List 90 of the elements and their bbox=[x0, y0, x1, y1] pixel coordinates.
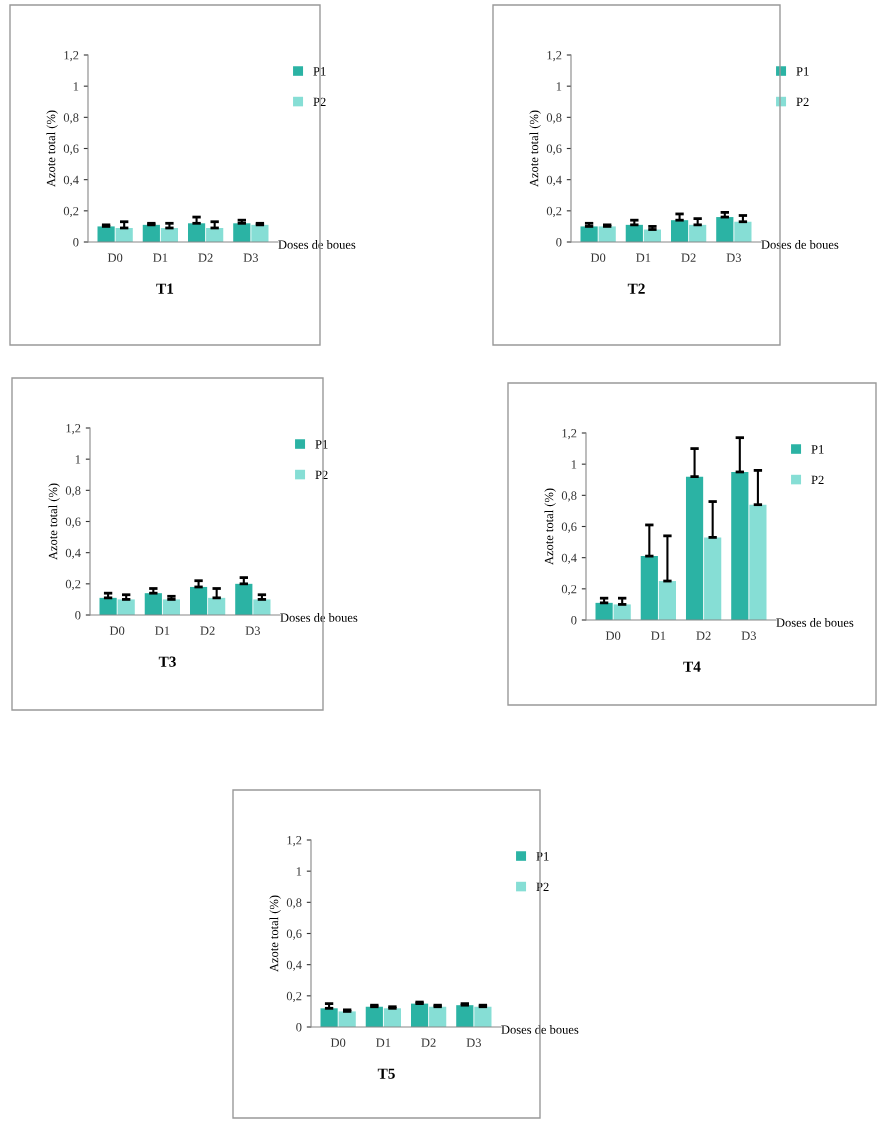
x-tick-label: D3 bbox=[466, 1038, 482, 1047]
y-tick-label: 1 bbox=[296, 867, 302, 876]
legend-label: P1 bbox=[313, 67, 326, 76]
text: T4 bbox=[683, 661, 701, 672]
y-tick-label: 0,6 bbox=[65, 517, 81, 528]
y-tick-label: 1 bbox=[556, 82, 562, 91]
x-tick-label: D2 bbox=[681, 253, 696, 262]
y-tick-label: 1,2 bbox=[66, 424, 81, 435]
x-axis-title: Doses de boues bbox=[776, 618, 854, 627]
x-tick-label: D3 bbox=[741, 631, 757, 640]
legend-label: P1 bbox=[811, 445, 824, 454]
x-axis-title: Doses de boues bbox=[501, 1025, 579, 1034]
x-tick-label: D3 bbox=[726, 253, 742, 262]
x-tick-label: D2 bbox=[696, 631, 711, 640]
y-tick-label: 0,8 bbox=[63, 113, 79, 124]
legend-label: P2 bbox=[315, 470, 328, 479]
x-tick-label: D0 bbox=[107, 253, 123, 262]
y-tick-label: 1,2 bbox=[287, 836, 302, 847]
y-tick-label: 0 bbox=[571, 616, 577, 625]
text: T5 bbox=[377, 1068, 395, 1079]
x-tick-label: D0 bbox=[590, 253, 606, 262]
bar bbox=[235, 583, 253, 615]
bar bbox=[144, 593, 162, 615]
y-tick-label: 0,4 bbox=[546, 175, 562, 186]
y-axis-title: Azote total (%) bbox=[269, 895, 281, 972]
bar bbox=[731, 471, 749, 620]
x-tick-label: D2 bbox=[198, 253, 213, 262]
text: T2 bbox=[627, 283, 645, 294]
x-tick-label: D2 bbox=[200, 626, 215, 635]
y-tick-label: 1,2 bbox=[547, 51, 562, 62]
x-axis-title: Doses de boues bbox=[761, 240, 839, 249]
legend-label: P1 bbox=[796, 67, 809, 76]
x-tick-label: D0 bbox=[330, 1038, 346, 1047]
y-axis-title: Azote total (%) bbox=[544, 488, 556, 565]
y-tick-label: 0,8 bbox=[65, 486, 81, 497]
y-tick-label: 1 bbox=[73, 82, 79, 91]
y-axis-title: Azote total (%) bbox=[46, 110, 58, 187]
y-tick-label: 0,4 bbox=[65, 548, 81, 559]
bar bbox=[658, 581, 677, 620]
x-tick-label: D0 bbox=[109, 626, 125, 635]
x-tick-label: D3 bbox=[243, 253, 259, 262]
y-tick-label: 0,8 bbox=[546, 113, 562, 124]
x-tick-label: D1 bbox=[651, 631, 666, 640]
bar bbox=[253, 599, 271, 615]
legend-label: P2 bbox=[796, 97, 809, 106]
y-tick-label: 0,8 bbox=[561, 491, 577, 502]
y-tick-label: 0,6 bbox=[63, 144, 79, 155]
text: T1 bbox=[156, 283, 174, 294]
y-tick-label: 0,4 bbox=[63, 175, 79, 186]
y-tick-label: 0 bbox=[73, 238, 79, 247]
legend-label: P2 bbox=[811, 475, 824, 484]
y-tick-label: 0,2 bbox=[286, 991, 302, 1003]
y-tick-label: 0,4 bbox=[561, 553, 577, 564]
x-tick-label: D1 bbox=[155, 626, 170, 635]
bar bbox=[704, 537, 722, 620]
text: T3 bbox=[158, 656, 176, 667]
y-tick-label: 0 bbox=[556, 238, 562, 247]
y-axis-title: Azote total (%) bbox=[529, 110, 541, 187]
y-tick-label: 0,4 bbox=[286, 960, 302, 971]
legend-label: P1 bbox=[536, 852, 549, 861]
y-tick-label: 0,2 bbox=[561, 584, 577, 596]
x-axis-title: Doses de boues bbox=[278, 240, 356, 249]
y-tick-label: 0,6 bbox=[286, 929, 302, 940]
y-tick-label: 0,2 bbox=[65, 579, 81, 591]
y-tick-label: 0,2 bbox=[63, 206, 79, 218]
legend-label: P1 bbox=[315, 440, 328, 449]
y-axis-title: Azote total (%) bbox=[48, 483, 60, 560]
x-tick-label: D3 bbox=[245, 626, 261, 635]
y-tick-label: 0 bbox=[296, 1023, 302, 1032]
x-tick-label: D0 bbox=[605, 631, 621, 640]
y-tick-label: 0 bbox=[75, 611, 81, 620]
y-tick-label: 1 bbox=[571, 460, 577, 469]
y-tick-label: 1 bbox=[75, 455, 81, 464]
bar bbox=[749, 504, 767, 620]
x-tick-label: D1 bbox=[153, 253, 168, 262]
y-tick-label: 1,2 bbox=[562, 429, 577, 440]
y-tick-label: 1,2 bbox=[64, 51, 79, 62]
legend-label: P2 bbox=[536, 882, 549, 891]
y-tick-label: 0,6 bbox=[561, 522, 577, 533]
x-axis-title: Doses de boues bbox=[280, 613, 358, 622]
y-tick-label: 0,8 bbox=[286, 898, 302, 909]
y-tick-label: 0,2 bbox=[546, 206, 562, 218]
bar bbox=[640, 556, 658, 620]
x-tick-label: D1 bbox=[636, 253, 651, 262]
x-tick-label: D2 bbox=[421, 1038, 436, 1047]
bar bbox=[685, 476, 704, 620]
x-tick-label: D1 bbox=[376, 1038, 391, 1047]
bar bbox=[189, 586, 208, 615]
legend-label: P2 bbox=[313, 97, 326, 106]
y-tick-label: 0,6 bbox=[546, 144, 562, 155]
